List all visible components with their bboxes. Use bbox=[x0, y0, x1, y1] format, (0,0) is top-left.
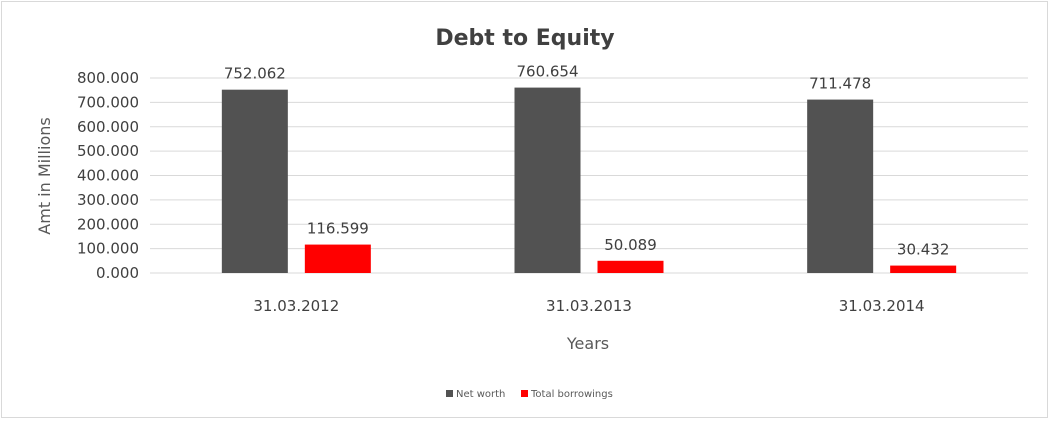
bar-total-borrowings bbox=[597, 260, 664, 273]
data-label: 50.089 bbox=[604, 236, 657, 254]
y-tick-label: 0.000 bbox=[96, 264, 139, 282]
y-tick-label: 700.000 bbox=[77, 93, 139, 111]
data-label: 752.062 bbox=[224, 65, 286, 83]
y-tick-label: 100.000 bbox=[77, 240, 139, 258]
y-tick-label: 300.000 bbox=[77, 191, 139, 209]
x-axis-label: Years bbox=[566, 334, 609, 353]
y-tick-label: 600.000 bbox=[77, 118, 139, 136]
data-label: 30.432 bbox=[897, 241, 950, 259]
legend-label: Net worth bbox=[456, 389, 505, 400]
bar-total-borrowings bbox=[304, 244, 371, 273]
bar-net-worth bbox=[221, 89, 288, 273]
data-label: 116.599 bbox=[307, 220, 369, 238]
y-tick-label: 500.000 bbox=[77, 142, 139, 160]
legend-swatch bbox=[521, 390, 528, 397]
data-label: 760.654 bbox=[516, 63, 578, 81]
y-axis-label: Amt in Millions bbox=[35, 117, 54, 234]
legend-swatch bbox=[446, 390, 453, 397]
y-tick-label: 200.000 bbox=[77, 215, 139, 233]
data-label: 711.478 bbox=[809, 75, 871, 93]
bar-total-borrowings bbox=[890, 265, 957, 273]
x-tick-label: 31.03.2012 bbox=[253, 297, 339, 315]
y-tick-label: 800.000 bbox=[77, 69, 139, 87]
y-tick-label: 400.000 bbox=[77, 167, 139, 185]
x-tick-label: 31.03.2013 bbox=[546, 297, 632, 315]
bar-net-worth bbox=[514, 87, 581, 274]
chart-title: Debt to Equity bbox=[435, 26, 614, 51]
legend-label: Total borrowings bbox=[530, 389, 613, 400]
bar-net-worth bbox=[807, 99, 874, 273]
x-tick-label: 31.03.2014 bbox=[839, 297, 925, 315]
